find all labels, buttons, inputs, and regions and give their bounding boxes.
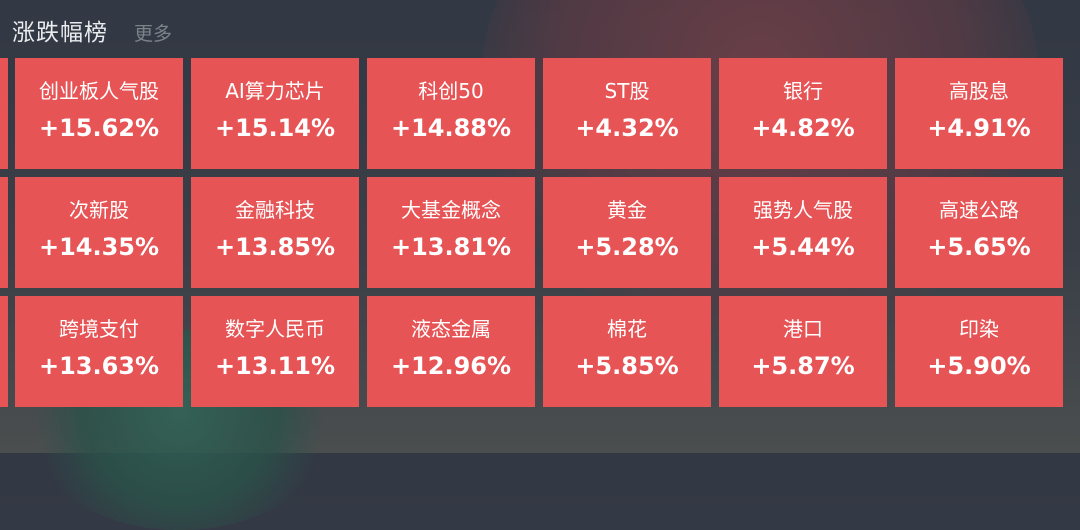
sector-change-percent: +5.28%	[575, 233, 679, 261]
sector-name: 数字人民币	[225, 317, 325, 341]
sector-tile[interactable]: 液态金属 +12.96%	[367, 296, 535, 407]
sector-change-percent: +5.87%	[751, 352, 855, 380]
section-header: 涨跌幅榜 更多	[12, 13, 172, 53]
sector-tile[interactable]: 数字人民币 +13.11%	[191, 296, 359, 407]
sector-name: 创业板人气股	[39, 79, 159, 103]
sector-name: 科创50	[418, 79, 484, 103]
sector-name: 黄金	[607, 198, 647, 222]
sector-name: 液态金属	[411, 317, 491, 341]
sector-change-percent: +15.14%	[214, 114, 336, 142]
sector-tile[interactable]: 高股息 +4.91%	[895, 58, 1063, 169]
sector-change-percent: +13.11%	[214, 352, 336, 380]
sector-tile[interactable]: AI算力芯片 +15.14%	[191, 58, 359, 169]
sector-change-percent: +14.88%	[390, 114, 512, 142]
sector-name: 棉花	[607, 317, 647, 341]
sector-name: 印染	[959, 317, 999, 341]
sector-name: 强势人气股	[753, 198, 853, 222]
partial-tile[interactable]	[0, 296, 8, 407]
sector-change-percent: +5.90%	[927, 352, 1031, 380]
sector-ranking-grid: 创业板人气股 +15.62% AI算力芯片 +15.14% 科创50 +14.88% ST股…	[15, 58, 1063, 407]
more-link[interactable]: 更多	[134, 23, 173, 45]
sector-tile[interactable]: ST股 +4.32%	[543, 58, 711, 169]
sector-name: AI算力芯片	[225, 79, 325, 103]
sector-tile[interactable]: 强势人气股 +5.44%	[719, 177, 887, 288]
sector-change-percent: +13.63%	[38, 352, 160, 380]
partial-tile[interactable]	[0, 58, 8, 169]
partial-tile[interactable]	[0, 177, 8, 288]
sector-tile[interactable]: 科创50 +14.88%	[367, 58, 535, 169]
sector-change-percent: +4.82%	[751, 114, 855, 142]
sector-tile[interactable]: 印染 +5.90%	[895, 296, 1063, 407]
sector-change-percent: +12.96%	[390, 352, 512, 380]
sector-change-percent: +5.65%	[927, 233, 1031, 261]
sector-change-percent: +13.85%	[214, 233, 336, 261]
sector-change-percent: +5.44%	[751, 233, 855, 261]
sector-tile[interactable]: 金融科技 +13.85%	[191, 177, 359, 288]
sector-tile[interactable]: 黄金 +5.28%	[543, 177, 711, 288]
sector-name: 高速公路	[939, 198, 1019, 222]
sector-name: 银行	[783, 79, 823, 103]
sector-tile[interactable]: 棉花 +5.85%	[543, 296, 711, 407]
sector-change-percent: +5.85%	[575, 352, 679, 380]
sector-change-percent: +13.81%	[390, 233, 512, 261]
sector-name: 金融科技	[235, 198, 315, 222]
sector-tile[interactable]: 次新股 +14.35%	[15, 177, 183, 288]
section-title: 涨跌幅榜	[12, 20, 108, 46]
sector-name: ST股	[604, 79, 650, 103]
sector-change-percent: +4.91%	[927, 114, 1031, 142]
sector-change-percent: +15.62%	[38, 114, 160, 142]
sector-name: 跨境支付	[59, 317, 139, 341]
sector-tile[interactable]: 高速公路 +5.65%	[895, 177, 1063, 288]
sector-name: 港口	[783, 317, 823, 341]
sector-tile[interactable]: 跨境支付 +13.63%	[15, 296, 183, 407]
sector-change-percent: +4.32%	[575, 114, 679, 142]
sector-tile[interactable]: 银行 +4.82%	[719, 58, 887, 169]
sector-name: 次新股	[69, 198, 129, 222]
sector-tile[interactable]: 港口 +5.87%	[719, 296, 887, 407]
sector-name: 大基金概念	[401, 198, 501, 222]
sector-change-percent: +14.35%	[38, 233, 160, 261]
sector-tile[interactable]: 大基金概念 +13.81%	[367, 177, 535, 288]
sector-name: 高股息	[949, 79, 1009, 103]
sector-tile[interactable]: 创业板人气股 +15.62%	[15, 58, 183, 169]
